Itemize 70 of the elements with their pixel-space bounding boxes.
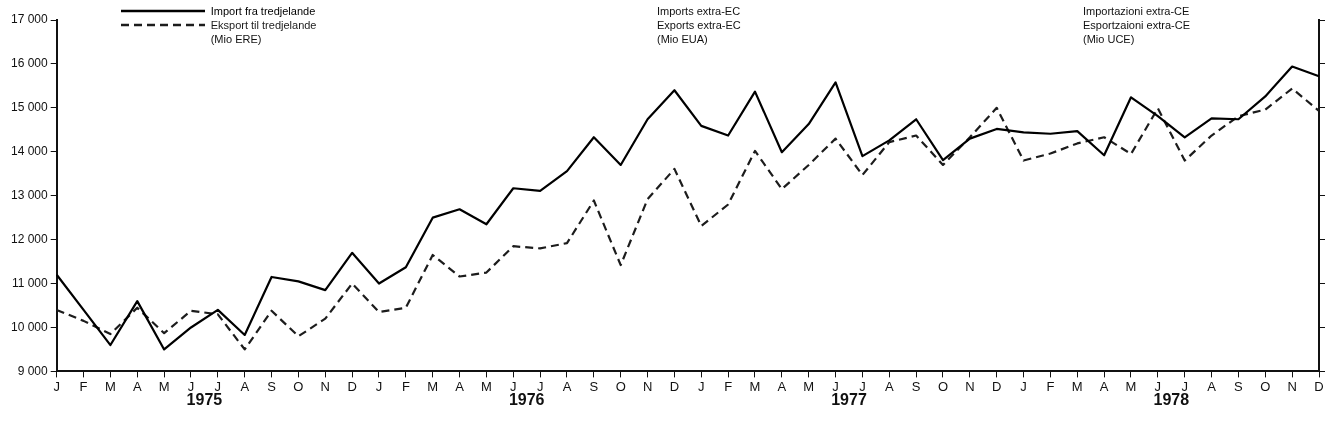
x-tick-label: J — [187, 378, 195, 394]
x-tick-label: O — [615, 378, 626, 394]
x-tick-label: J — [698, 378, 705, 394]
annotation: (Mio EUA) — [657, 32, 708, 46]
x-tick-label: D — [669, 378, 680, 394]
x-tick-label: A — [132, 378, 142, 394]
x-tick-label: F — [79, 378, 88, 394]
x-tick-label: O — [1260, 378, 1271, 394]
text: Eksport til tredjelande — [210, 19, 317, 31]
x-tick-label: M — [158, 378, 170, 394]
text: Importazioni extra-CE — [1083, 4, 1190, 18]
x-tick-label: M — [803, 378, 815, 394]
x-tick-label: S — [589, 378, 599, 394]
annotation: Esportzaioni extra-CE — [1083, 18, 1190, 32]
annotation: (Mio UCE) — [1083, 32, 1135, 46]
x-tick-label: A — [455, 378, 465, 394]
x-tick-label: S — [267, 378, 277, 394]
x-tick-label: J — [53, 378, 60, 394]
x-tick-label: S — [911, 378, 921, 394]
x-tick-label: A — [884, 378, 894, 394]
x-tick-label: D — [347, 378, 357, 394]
x-tick-label: M — [1125, 378, 1137, 394]
x-tick-label: D — [992, 378, 1002, 394]
annotation: Exports extra-EC — [657, 18, 741, 32]
y-tick-label: 12 000 — [11, 231, 49, 246]
x-tick-label: M — [1071, 378, 1083, 394]
x-tick-label: N — [320, 378, 330, 394]
x-tick-label: A — [1207, 378, 1217, 394]
text: 1976 — [508, 391, 545, 410]
x-tick-label: A — [777, 378, 787, 394]
y-tick-label: 9 000 — [17, 363, 49, 378]
text: Import fra tredjelande — [210, 5, 316, 17]
x-tick-label: J — [510, 378, 517, 394]
x-tick-label: N — [965, 378, 975, 394]
text: 1977 — [831, 391, 867, 410]
x-tick-label: M — [481, 378, 492, 394]
x-tick-label: M — [105, 378, 116, 394]
x-tick-label: F — [1046, 378, 1055, 394]
x-tick-label: J — [859, 378, 866, 394]
x-tick-label: A — [240, 378, 250, 394]
annotation: (Mio ERE) — [210, 32, 262, 46]
x-tick-label: M — [749, 378, 761, 394]
x-tick-label: F — [724, 378, 733, 394]
text: 1978 — [1153, 391, 1190, 410]
y-tick-label: 14 000 — [11, 144, 49, 159]
y-tick-label: 17 000 — [11, 12, 49, 27]
x-tick-label: O — [937, 378, 949, 394]
y-tick-label: 13 000 — [11, 188, 49, 203]
x-tick-label: J — [832, 378, 839, 394]
y-tick-label: 10 000 — [11, 319, 49, 334]
text: 1975 — [186, 391, 223, 410]
y-tick-label: 15 000 — [11, 100, 49, 115]
y-tick-label: 11 000 — [11, 275, 49, 290]
x-tick-label: J — [1181, 378, 1188, 394]
x-tick-label: N — [1287, 378, 1297, 394]
x-tick-label: F — [401, 378, 410, 394]
x-tick-label: J — [214, 378, 222, 394]
x-tick-label: D — [1314, 378, 1324, 394]
x-tick-label: M — [427, 378, 439, 394]
x-tick-label: A — [562, 378, 572, 394]
x-tick-label: N — [642, 378, 653, 394]
x-tick-label: A — [1099, 378, 1109, 394]
x-tick-label: O — [293, 378, 304, 394]
x-tick-label: J — [1154, 378, 1162, 394]
text: Imports extra-EC — [657, 4, 741, 18]
x-tick-label: S — [1234, 378, 1244, 394]
x-tick-label: J — [536, 378, 544, 394]
x-tick-label: J — [375, 378, 383, 394]
x-tick-label: J — [1020, 378, 1027, 394]
y-tick-label: 16 000 — [11, 56, 49, 71]
